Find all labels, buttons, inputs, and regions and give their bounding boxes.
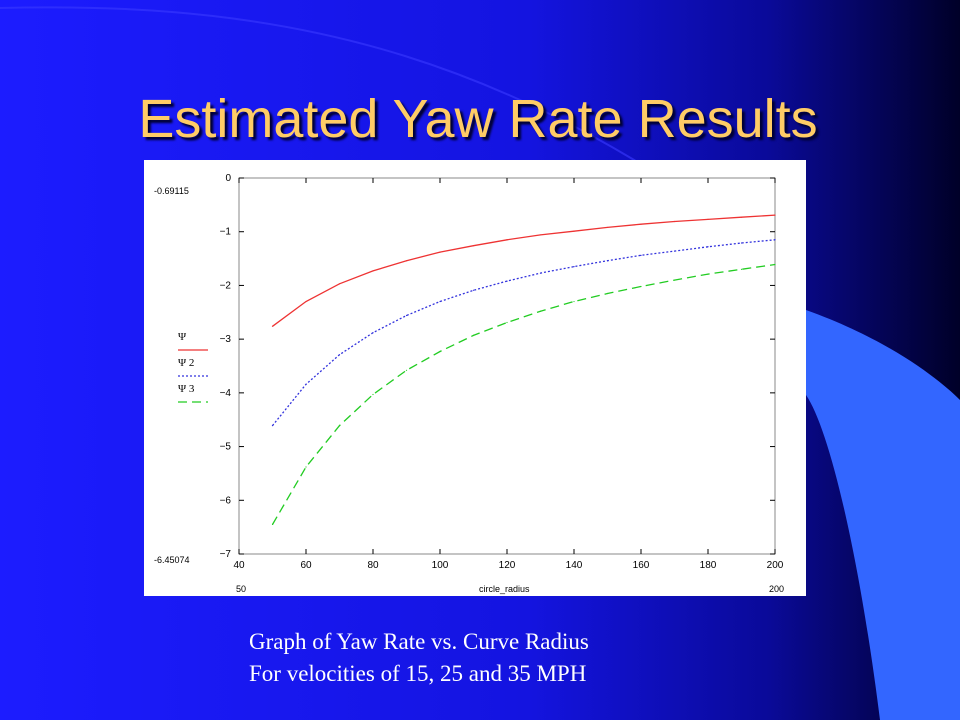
legend-label: Ψ: [178, 331, 187, 343]
data-point: [338, 425, 341, 427]
data-point: [472, 334, 475, 336]
data-point: [405, 260, 408, 262]
data-point: [707, 273, 709, 275]
x-tick-label: 120: [499, 560, 516, 571]
x-tick-label: 100: [432, 560, 449, 571]
data-point: [305, 383, 307, 385]
data-point: [573, 230, 575, 232]
plot-frame: [238, 177, 776, 555]
data-point: [338, 283, 341, 285]
data-point: [640, 223, 642, 225]
data-point: [740, 268, 743, 270]
data-point: [707, 218, 709, 220]
chart-panel: 0 −1 −2 −3 −4 −5 −6 −7 40 60 80 100 120 140 160 180 200…: [144, 160, 806, 596]
chart-caption: Graph of Yaw Rate vs. Curve Radius For v…: [249, 626, 589, 690]
y-tick-label: −6: [220, 495, 232, 506]
y-tick-label: −3: [220, 334, 232, 345]
data-point: [372, 270, 374, 272]
y-tick-label: −2: [220, 280, 232, 291]
x-axis-title: circle_radius: [479, 584, 530, 594]
data-point: [439, 350, 441, 353]
data-point: [506, 280, 508, 282]
data-point: [606, 226, 609, 229]
x-axis-ticks: 40 60 80 100 120 140 160 180 200: [233, 178, 784, 571]
y-tick-label: −1: [220, 227, 232, 238]
caption-line-1: Graph of Yaw Rate vs. Curve Radius: [249, 629, 589, 654]
data-point: [539, 310, 542, 312]
y-min-label: -6.45074: [154, 555, 190, 565]
series-line-2: [271, 239, 776, 427]
data-point: [506, 239, 508, 241]
data-point: [372, 393, 374, 396]
y-max-label: -0.69115: [154, 186, 189, 196]
slide-title: Estimated Yaw Rate Results: [138, 89, 818, 149]
data-point: [673, 250, 676, 252]
x-min-label: 50: [236, 584, 246, 594]
data-point: [271, 325, 274, 327]
data-point: [506, 321, 508, 324]
data-point: [271, 425, 274, 427]
data-point: [606, 292, 609, 295]
series-line-3: [271, 263, 776, 525]
data-point: [539, 234, 542, 236]
legend: Ψ Ψ 2 Ψ 3: [178, 331, 208, 403]
y-tick-label: −4: [220, 388, 232, 399]
data-point: [439, 300, 441, 303]
data-point: [740, 216, 743, 218]
y-tick-label: −7: [220, 549, 232, 560]
data-point: [338, 354, 341, 356]
data-point: [640, 254, 642, 256]
data-point: [305, 300, 307, 303]
x-tick-label: 60: [300, 560, 312, 571]
caption-line-2: For velocities of 15, 25 and 35 MPH: [249, 661, 587, 686]
data-point: [673, 279, 676, 281]
x-tick-label: 200: [767, 560, 784, 571]
series-line-1: [272, 214, 776, 327]
x-tick-label: 80: [367, 560, 379, 571]
data-point: [472, 289, 475, 291]
data-point: [472, 245, 475, 247]
y-tick-label: −5: [220, 442, 232, 453]
data-point: [405, 314, 408, 317]
yaw-rate-chart: 0 −1 −2 −3 −4 −5 −6 −7 40 60 80 100 120 140 160 180 200…: [154, 173, 784, 594]
data-point: [774, 263, 776, 266]
data-point: [305, 466, 307, 468]
data-point: [372, 332, 374, 334]
y-tick-label: 0: [225, 173, 231, 184]
background-arc-shape: [806, 310, 960, 720]
data-point: [439, 251, 441, 253]
data-point: [640, 285, 642, 288]
data-point: [573, 266, 575, 268]
legend-label: Ψ 2: [178, 357, 194, 369]
data-point: [774, 214, 776, 216]
data-point: [539, 272, 542, 274]
data-point: [707, 246, 709, 248]
x-tick-label: 180: [700, 560, 717, 571]
x-tick-label: 160: [633, 560, 650, 571]
data-point: [606, 260, 609, 262]
data-point: [271, 523, 274, 526]
x-tick-label: 140: [566, 560, 583, 571]
series-layer: [271, 214, 776, 526]
data-point: [405, 369, 408, 371]
data-point: [740, 242, 743, 244]
x-max-label: 200: [769, 584, 784, 594]
y-axis-ticks: 0 −1 −2 −3 −4 −5 −6 −7: [220, 173, 775, 560]
x-tick-label: 40: [233, 560, 245, 571]
legend-label: Ψ 3: [178, 383, 195, 395]
data-point: [774, 239, 776, 241]
data-point: [573, 300, 575, 303]
data-point: [673, 220, 676, 223]
